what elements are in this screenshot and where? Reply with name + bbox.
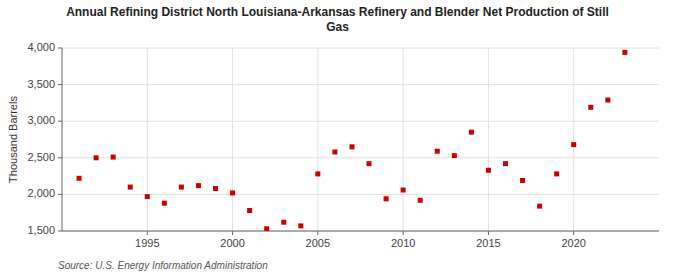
x-tick-label: 1995 xyxy=(135,237,159,249)
point xyxy=(571,142,576,147)
y-tick-label: 3,000 xyxy=(27,114,55,126)
point xyxy=(196,183,201,188)
grid xyxy=(62,48,659,231)
x-grid-line xyxy=(232,48,233,231)
x-tick xyxy=(573,231,574,235)
y-grid-line xyxy=(62,121,659,122)
y-grid-line xyxy=(62,157,659,158)
x-axis-line xyxy=(62,231,659,232)
point xyxy=(435,149,440,154)
point xyxy=(503,161,508,166)
point xyxy=(264,226,269,231)
x-tick xyxy=(488,231,489,235)
point xyxy=(111,155,116,160)
chart-container: 1,500 2,000 2,500 3,000 3,500 4,000 1995 2000 20… xyxy=(0,0,675,275)
x-tick xyxy=(147,231,148,235)
x-grid-line xyxy=(147,48,148,231)
x-grid-line xyxy=(573,48,574,231)
background xyxy=(0,0,675,275)
y-grid-line xyxy=(62,48,659,49)
y-grid-line xyxy=(62,194,659,195)
point xyxy=(128,185,133,190)
x-tick xyxy=(317,231,318,235)
point xyxy=(315,171,320,176)
x-tick xyxy=(403,231,404,235)
y-tick xyxy=(58,48,62,49)
title-line: Annual Refining District North Louisiana… xyxy=(66,5,609,19)
x-grid-line xyxy=(403,48,404,231)
title: Annual Refining District North Louisiana… xyxy=(66,5,609,34)
y-tick-label: 1,500 xyxy=(27,224,55,236)
point xyxy=(332,149,337,154)
x-tick-label: 2010 xyxy=(391,237,415,249)
point xyxy=(418,198,423,203)
point xyxy=(520,178,525,183)
y-axis-line xyxy=(62,48,63,231)
source: Source: U.S. Energy Information Administ… xyxy=(58,260,268,271)
point xyxy=(77,176,82,181)
point xyxy=(384,196,389,201)
point xyxy=(401,188,406,193)
point xyxy=(162,201,167,206)
point xyxy=(145,194,150,199)
point xyxy=(469,130,474,135)
y-tick-label: 2,500 xyxy=(27,151,55,163)
y-tick xyxy=(58,121,62,122)
point xyxy=(298,223,303,228)
x-tick-label: 2020 xyxy=(561,237,585,249)
point xyxy=(605,97,610,102)
point xyxy=(486,168,491,173)
y-axis-label: Thousand Barrels xyxy=(7,96,19,183)
y-tick-label: 4,000 xyxy=(27,41,55,53)
y-grid-line xyxy=(62,84,659,85)
point xyxy=(281,220,286,225)
title-line: Gas xyxy=(326,20,349,34)
point xyxy=(94,155,99,160)
y-tick xyxy=(58,157,62,158)
y-tick xyxy=(58,231,62,232)
point xyxy=(367,161,372,166)
x-grid-line xyxy=(488,48,489,231)
point xyxy=(554,171,559,176)
point xyxy=(247,208,252,213)
y-tick-label: 3,500 xyxy=(27,78,55,90)
point xyxy=(349,144,354,149)
point xyxy=(452,153,457,158)
point xyxy=(622,50,627,55)
x-tick-label: 2005 xyxy=(306,237,330,249)
point xyxy=(588,105,593,110)
x-tick xyxy=(232,231,233,235)
axes xyxy=(62,48,659,231)
point xyxy=(537,204,542,209)
y-tick xyxy=(58,194,62,195)
y-tick-label: 2,000 xyxy=(27,187,55,199)
y-tick xyxy=(58,84,62,85)
y-grid-line xyxy=(62,231,659,232)
point xyxy=(179,185,184,190)
point xyxy=(230,190,235,195)
points xyxy=(77,50,628,231)
x-tick-label: 2000 xyxy=(220,237,244,249)
point xyxy=(213,186,218,191)
chart-svg: 1,500 2,000 2,500 3,000 3,500 4,000 1995 2000 20… xyxy=(0,0,675,275)
tick-labels: 1,500 2,000 2,500 3,000 3,500 4,000 1995 2000 20… xyxy=(27,41,585,249)
x-grid-line xyxy=(317,48,318,231)
x-tick-label: 2015 xyxy=(476,237,500,249)
